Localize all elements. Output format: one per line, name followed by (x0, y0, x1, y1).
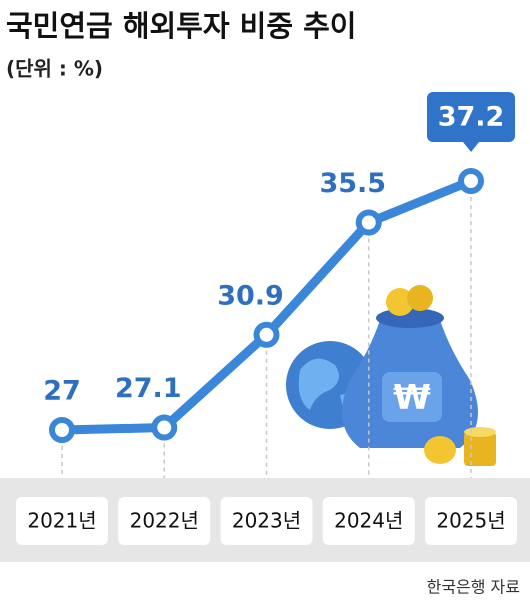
point (151, 414, 178, 441)
category-box (16, 497, 108, 545)
category-box (118, 497, 211, 545)
x-tick-label: 2023년 (232, 509, 301, 533)
x-tick-label: 2025년 (436, 509, 505, 533)
value-label: 27.1 (115, 373, 182, 404)
category-box (220, 497, 313, 545)
category-box (425, 497, 517, 545)
x-tick-label: 2024년 (334, 509, 403, 533)
value-label: 27 (43, 376, 81, 407)
source: 한국은행 자료 (427, 578, 520, 597)
illustration: ₩ (286, 285, 496, 466)
category-box (322, 497, 415, 545)
point (355, 209, 382, 236)
point (458, 168, 484, 194)
x-tick-label: 2021년 (27, 509, 96, 533)
x-tick-label: 2022년 (130, 509, 199, 533)
value-callout (427, 92, 515, 152)
chart-subtitle: (단위 : %) (6, 57, 103, 81)
chart-title: 국민연금 해외투자 비중 추이 (6, 9, 356, 43)
value-label: 37.2 (438, 102, 505, 133)
value-label: 30.9 (217, 280, 284, 311)
point (49, 417, 75, 443)
svg-text:₩: ₩ (393, 378, 431, 418)
point (253, 321, 280, 348)
value-label: 35.5 (319, 168, 386, 199)
